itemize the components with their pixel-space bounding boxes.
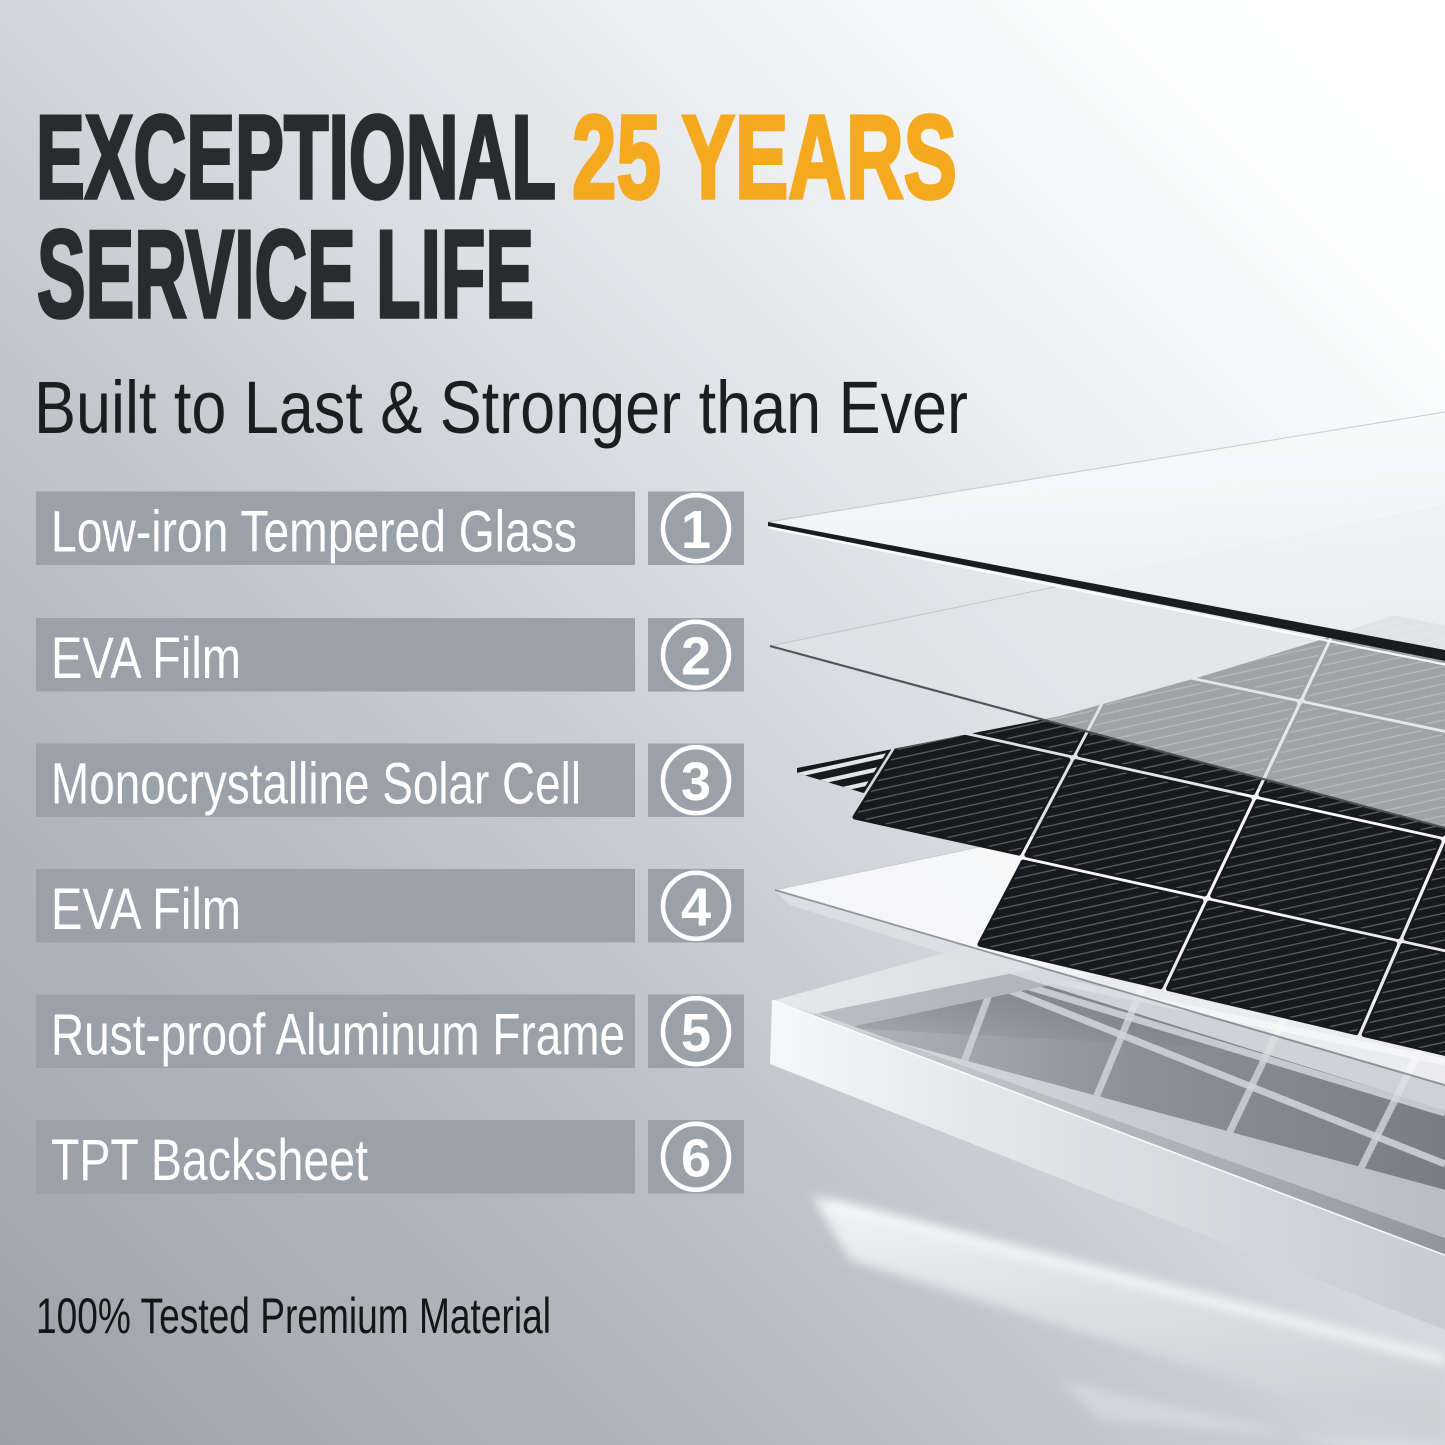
svg-text:2: 2: [681, 627, 711, 687]
svg-text:4: 4: [681, 878, 711, 938]
svg-text:EVA Film: EVA Film: [51, 626, 241, 691]
svg-text:6: 6: [681, 1129, 711, 1189]
svg-text:EXCEPTIONAL: EXCEPTIONAL: [36, 91, 556, 224]
svg-text:Built to Last & Stronger than: Built to Last & Stronger than Ever: [34, 366, 968, 449]
svg-text:Monocrystalline Solar Cell: Monocrystalline Solar Cell: [51, 752, 581, 817]
svg-text:100% Tested Premium Material: 100% Tested Premium Material: [36, 1288, 551, 1344]
svg-text:25 YEARS: 25 YEARS: [572, 91, 957, 224]
svg-text:EVA Film: EVA Film: [51, 877, 241, 942]
svg-text:3: 3: [681, 752, 711, 812]
svg-text:TPT Backsheet: TPT Backsheet: [51, 1128, 368, 1193]
svg-text:5: 5: [681, 1003, 711, 1063]
svg-text:Rust-proof Aluminum Frame: Rust-proof Aluminum Frame: [51, 1003, 625, 1068]
svg-text:Low-iron Tempered Glass: Low-iron Tempered Glass: [51, 500, 577, 565]
svg-text:1: 1: [681, 500, 711, 560]
svg-text:SERVICE LIFE: SERVICE LIFE: [37, 206, 534, 344]
